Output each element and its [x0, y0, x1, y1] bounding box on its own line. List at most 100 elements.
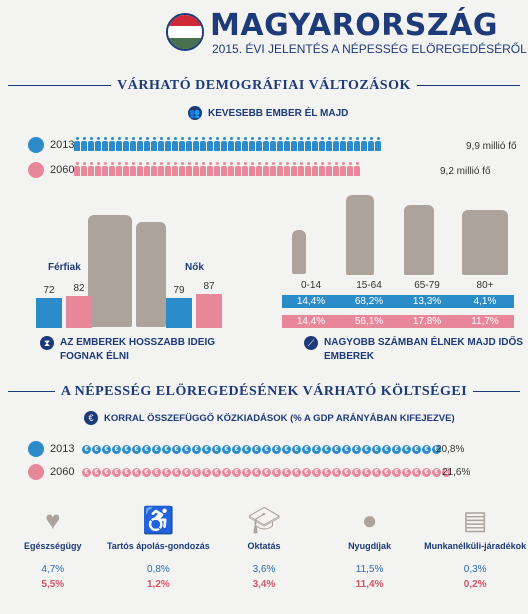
age-pct: 11,7% — [471, 316, 499, 327]
euro-coin-icon: € — [422, 445, 431, 454]
person-icon — [88, 137, 94, 151]
women-2060-bar — [196, 294, 222, 328]
person-icon — [109, 137, 115, 151]
person-icon — [137, 137, 143, 151]
person-icon — [158, 137, 164, 151]
euro-coin-icon: € — [192, 445, 201, 454]
category-value-2060: 11,4% — [355, 579, 384, 590]
person-icon — [347, 137, 353, 151]
year-label: 2013 — [50, 139, 75, 151]
piggy-bank-icon: ● — [361, 505, 378, 535]
person-icon — [144, 162, 150, 176]
person-icon — [200, 162, 206, 176]
spending-value-2013: 20,8% — [436, 444, 465, 455]
euro-coin-icon: € — [432, 468, 441, 477]
person-icon — [263, 162, 269, 176]
euro-coin-icon: € — [122, 445, 131, 454]
person-icon — [95, 162, 101, 176]
person-icon — [193, 137, 199, 151]
age-group-label: 15-64 — [356, 280, 382, 291]
euro-coin-icon: € — [402, 468, 411, 477]
euro-coin-icon: € — [82, 468, 91, 477]
population-figures-2060 — [74, 162, 360, 176]
euro-coin-icon: € — [242, 445, 251, 454]
person-icon — [375, 137, 381, 151]
euro-coin-icon: € — [142, 445, 151, 454]
person-icon — [116, 137, 122, 151]
person-icon — [221, 137, 227, 151]
person-icon — [88, 162, 94, 176]
person-icon — [81, 137, 87, 151]
age-pct: 56,1% — [354, 316, 384, 327]
age-pct: 13,3% — [412, 296, 442, 307]
person-icon — [319, 137, 325, 151]
person-icon — [263, 137, 269, 151]
year-dot-2060 — [28, 162, 44, 178]
category-label: Tartós ápolás-gondozás — [106, 541, 210, 551]
heart-icon: ♥ — [45, 505, 61, 535]
age-pct: 68,2% — [354, 296, 384, 307]
person-icon — [158, 162, 164, 176]
person-icon — [326, 137, 332, 151]
women-2060-value: 87 — [203, 281, 215, 292]
age-group-label: 65-79 — [414, 280, 440, 291]
euro-coin-icon: € — [252, 445, 261, 454]
age-pct: 14,4% — [296, 316, 326, 327]
graduation-cap-icon: 🎓︎ — [247, 505, 281, 535]
person-icon — [270, 162, 276, 176]
person-icon — [242, 137, 248, 151]
person-icon — [116, 162, 122, 176]
person-icon — [249, 162, 255, 176]
category-value-2060: 0,2% — [463, 579, 487, 590]
euro-coin-icon: € — [182, 445, 191, 454]
euro-coin-icon: € — [202, 468, 211, 477]
spending-coins-2013: € € € € € € € € € € € € € € € € € € € € € € € € € € € € € € € € € € € € — [82, 445, 441, 454]
euro-coin-icon: € — [222, 445, 231, 454]
euro-coin-icon: € — [162, 468, 171, 477]
euro-coin-icon: € — [342, 445, 351, 454]
person-icon — [333, 137, 339, 151]
category-value-2013: 11,5% — [355, 564, 384, 575]
person-icon — [291, 137, 297, 151]
person-icon — [305, 162, 311, 176]
section2-title: A NÉPESSÉG ELÖREGEDÉSÉNEK VÁRHATÓ KÖLTSÉ… — [54, 384, 474, 399]
euro-coin-icon: € — [302, 468, 311, 477]
euro-coin-icon: € — [362, 445, 371, 454]
euro-coin-icon: € — [112, 468, 121, 477]
cane-icon: ⟋ — [304, 336, 318, 350]
person-icon — [81, 162, 87, 176]
person-icon — [102, 162, 108, 176]
euro-coin-icon: € — [302, 445, 311, 454]
women-2013-bar — [166, 298, 192, 328]
euro-coin-icon: € — [252, 468, 261, 477]
section1-title: VÁRHATÓ DEMOGRÁFIAI VÁLTOZÁSOK — [111, 78, 417, 93]
age-pct: 4,1% — [473, 296, 497, 307]
person-icon — [284, 137, 290, 151]
person-icon — [214, 162, 220, 176]
euro-coin-icon: € — [392, 468, 401, 477]
euro-coin-icon: € — [212, 445, 221, 454]
euro-coin-icon: € — [412, 468, 421, 477]
euro-coin-icon: € — [232, 445, 241, 454]
euro-coin-icon: € — [292, 445, 301, 454]
person-icon — [249, 137, 255, 151]
person-icon — [151, 162, 157, 176]
euro-coin-icon: € — [112, 445, 121, 454]
person-icon — [242, 162, 248, 176]
person-icon — [340, 137, 346, 151]
person-icon — [235, 162, 241, 176]
person-icon — [235, 137, 241, 151]
section1-headline: KEVESEBB EMBER ÉL MAJD — [208, 107, 349, 119]
person-icon — [333, 162, 339, 176]
person-icon — [207, 137, 213, 151]
euro-coin-icon: € — [242, 468, 251, 477]
euro-icon: € — [84, 411, 98, 425]
men-2013-bar — [36, 298, 62, 328]
euro-coin-icon: € — [262, 445, 271, 454]
euro-coin-icon: € — [152, 445, 161, 454]
category-value-2013: 0,8% — [146, 564, 170, 575]
men-2060-bar — [66, 296, 92, 328]
population-figures-2013 — [74, 137, 381, 151]
euro-coin-icon: € — [182, 468, 191, 477]
person-icon — [298, 162, 304, 176]
